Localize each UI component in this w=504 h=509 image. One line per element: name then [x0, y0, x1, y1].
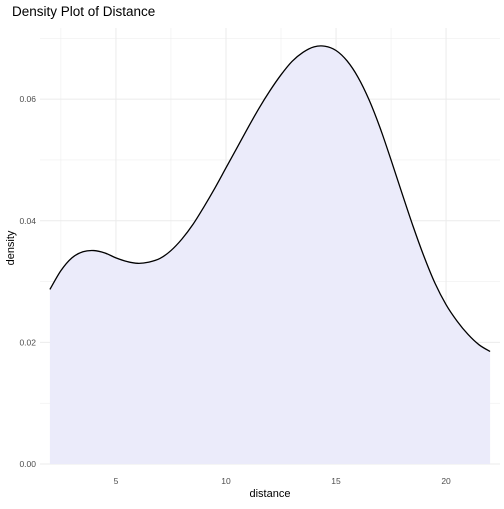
y-tick-label: 0.00 [19, 459, 36, 469]
chart-title: Density Plot of Distance [12, 4, 155, 19]
y-tick-label: 0.02 [19, 337, 36, 347]
x-tick-label: 10 [221, 476, 231, 486]
x-axis-label: distance [250, 488, 291, 500]
density-curve-line [49, 45, 491, 353]
y-tick-label: 0.04 [19, 216, 36, 226]
x-tick-label: 5 [114, 476, 119, 486]
y-tick-label: 0.06 [19, 94, 36, 104]
y-axis-label: density [5, 230, 17, 265]
y-axis-ticks: 0.00 0.02 0.04 0.06 [19, 94, 36, 469]
x-axis-ticks: 5 10 15 20 [114, 476, 452, 486]
density-area-fill [49, 45, 491, 465]
x-tick-label: 20 [441, 476, 451, 486]
x-tick-label: 15 [331, 476, 341, 486]
